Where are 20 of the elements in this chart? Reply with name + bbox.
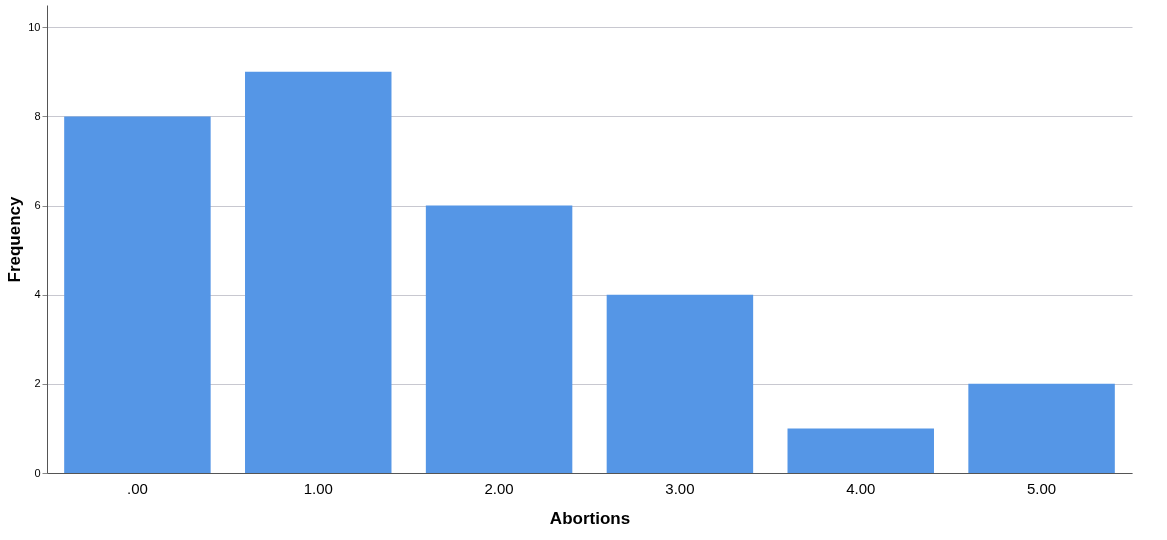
bar (425, 205, 573, 473)
y-axis-title: Frequency (5, 195, 25, 283)
x-tick-label: .00 (126, 479, 148, 497)
y-tick-label: 10 (28, 20, 41, 33)
bar (606, 294, 754, 473)
bar (64, 116, 211, 473)
y-tick-label: 0 (34, 466, 41, 479)
y-tick-label: 8 (34, 109, 41, 122)
y-tick-label: 2 (34, 377, 41, 390)
y-tick-label: 4 (34, 288, 41, 301)
x-tick-label: 5.00 (1026, 479, 1057, 497)
y-tick-label: 6 (34, 199, 41, 212)
x-tick-label: 3.00 (665, 479, 695, 497)
bar (968, 383, 1115, 473)
bar (787, 428, 934, 473)
x-tick-label: 1.00 (303, 479, 333, 497)
bar (245, 71, 392, 473)
x-axis-title: Abortions (549, 508, 631, 528)
x-tick-label: 4.00 (846, 479, 876, 497)
x-tick-label: 2.00 (484, 479, 514, 497)
